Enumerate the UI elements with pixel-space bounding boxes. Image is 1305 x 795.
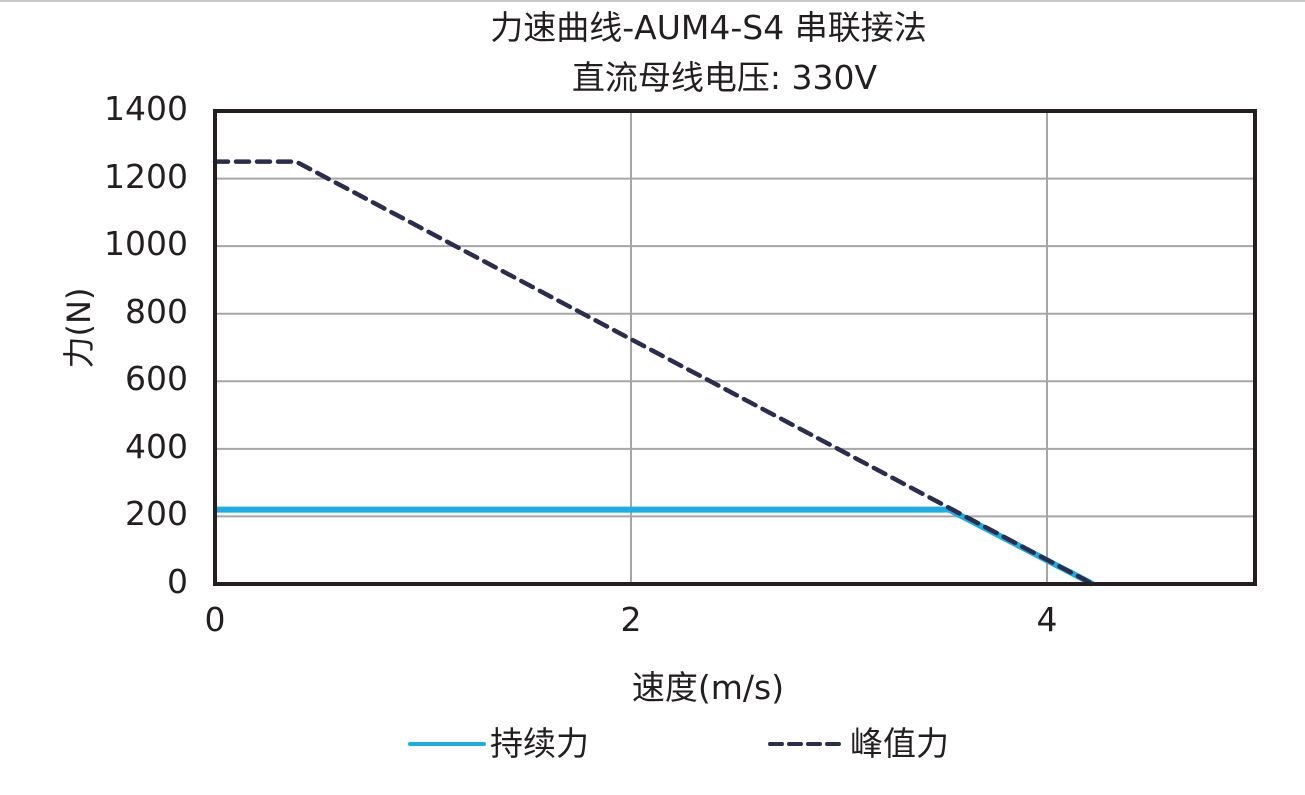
y-axis-label: 力(N): [60, 287, 98, 369]
y-tick-label: 1200: [104, 156, 188, 196]
y-tick-label: 0: [167, 562, 188, 601]
legend-item-peak: 峰值力: [768, 722, 949, 766]
y-tick-label: 600: [125, 359, 188, 399]
y-tick-label: 200: [125, 494, 188, 534]
plot-frame: [213, 109, 1257, 586]
peak-force-line: [212, 159, 1096, 587]
continuous-force-line: [215, 506, 1095, 587]
x-tick-label: 0: [204, 600, 226, 639]
chart-title: 力速曲线-AUM4-S4 串联接法: [490, 8, 927, 47]
gridlines: [214, 110, 1255, 585]
series-lines: [212, 159, 1096, 587]
x-tick-label: 4: [1036, 600, 1058, 639]
legend-label: 峰值力: [850, 724, 949, 763]
y-tick-label: 800: [125, 291, 188, 331]
legend-label: 持续力: [490, 724, 589, 763]
legend-item-continuous: 持续力: [408, 722, 589, 766]
y-tick-label: 1000: [104, 224, 188, 264]
x-tick-label: 2: [620, 600, 642, 639]
top-border-line: [0, 0, 1305, 2]
y-tick-label: 400: [125, 426, 188, 466]
chart-subtitle: 直流母线电压: 330V: [571, 58, 878, 97]
legend-solid-line-icon: [408, 742, 486, 746]
x-axis-label: 速度(m/s): [631, 668, 785, 707]
legend-dashed-line-icon: [768, 742, 846, 746]
y-tick-label: 1400: [104, 89, 188, 128]
